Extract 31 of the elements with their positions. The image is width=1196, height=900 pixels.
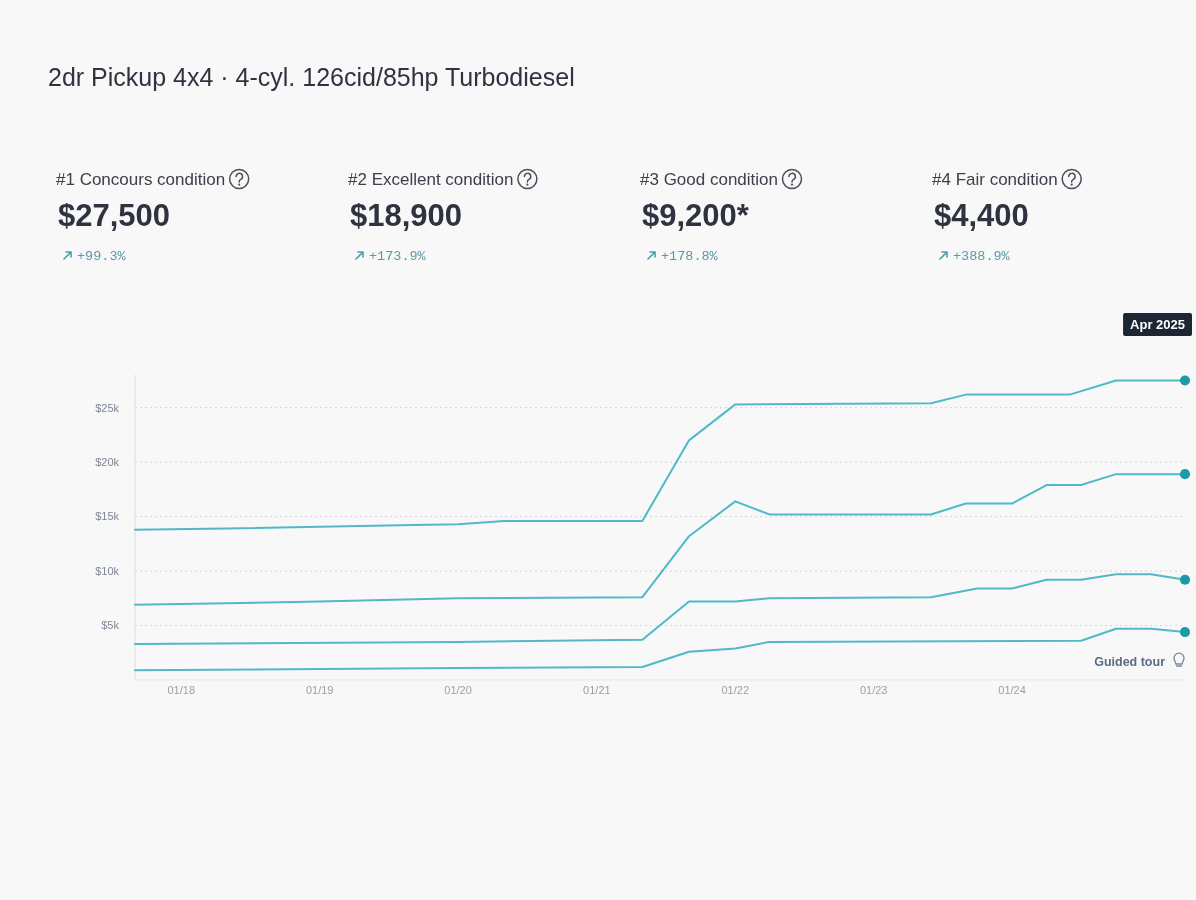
x-tick-label: 01/18 xyxy=(167,684,196,696)
x-tick-label: 01/21 xyxy=(583,684,611,696)
text: +178.8% xyxy=(661,249,719,264)
y-tick-label: $5k xyxy=(101,619,120,632)
y-tick-label: $15k xyxy=(95,510,120,523)
text: 2dr Pickup 4x4 · 4-cyl. 126cid/85hp Turbodiesel xyxy=(48,63,575,91)
text: #1 Concours condition xyxy=(56,170,226,189)
text: Apr 2025 xyxy=(1130,317,1185,332)
text: +99.3% xyxy=(77,249,127,264)
x-tick-label: 01/23 xyxy=(859,684,888,696)
x-tick-label: 01/20 xyxy=(444,684,472,696)
text: $18,900 xyxy=(350,198,463,233)
text: +388.9% xyxy=(953,249,1011,264)
point xyxy=(1179,574,1191,585)
point xyxy=(1179,469,1191,480)
point xyxy=(1179,627,1191,638)
y-tick-label: $25k xyxy=(95,401,120,414)
text: #2 Excellent condition xyxy=(348,170,514,189)
point xyxy=(1179,375,1191,386)
x-tick-label: 01/22 xyxy=(721,684,750,696)
text: $4,400 xyxy=(934,198,1029,233)
text: $27,500 xyxy=(58,198,171,233)
y-tick-label: $20k xyxy=(95,455,120,468)
annotation: Guided tour xyxy=(1094,655,1166,669)
x-tick-label: 01/24 xyxy=(998,684,1026,696)
text: $9,200* xyxy=(642,198,750,233)
text: +173.9% xyxy=(369,249,427,264)
y-tick-label: $10k xyxy=(95,564,120,577)
text: #3 Good condition xyxy=(640,170,778,189)
x-tick-label: 01/19 xyxy=(305,684,334,696)
text: #4 Fair condition xyxy=(932,170,1058,189)
